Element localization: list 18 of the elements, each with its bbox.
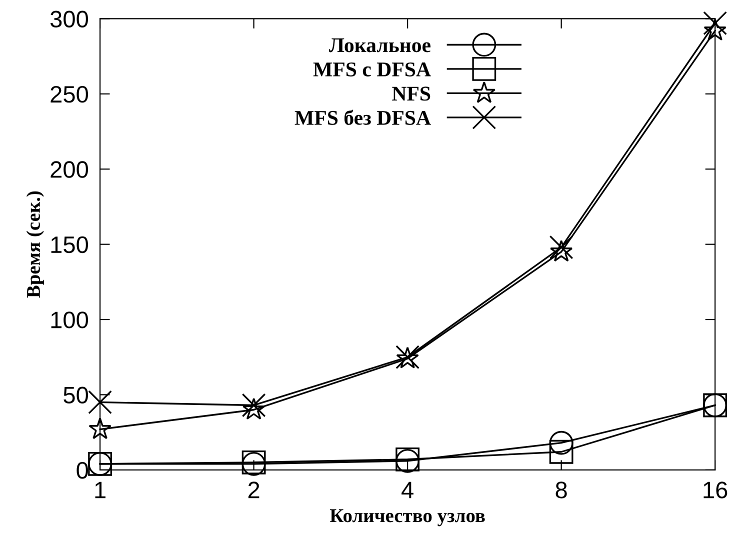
x-tick-label: 2 <box>248 482 260 498</box>
y-tick-label: 0 <box>76 462 88 479</box>
y-tick-label: 250 <box>50 86 88 103</box>
x-tick-label: 8 <box>556 482 567 498</box>
y-tick-label: 50 <box>64 386 88 404</box>
x-tick-label: 1 <box>95 482 106 498</box>
legend-label: NFS <box>392 86 430 101</box>
y-tick-label: 100 <box>51 312 88 328</box>
y-tick-label: 300 <box>50 10 88 28</box>
y-tick-label: 150 <box>51 236 88 254</box>
x-axis-title: Количество узлов <box>330 509 485 526</box>
y-tick-label: 200 <box>50 161 88 178</box>
legend-label: MFS без DFSA <box>294 110 431 125</box>
x-tick-label: 16 <box>704 482 728 498</box>
legend-label: MFS с DFSA <box>313 62 431 76</box>
y-axis-title: Время (сек.) <box>26 191 44 298</box>
legend-label: Локальное <box>328 38 430 52</box>
x-tick-label: 4 <box>402 482 414 498</box>
